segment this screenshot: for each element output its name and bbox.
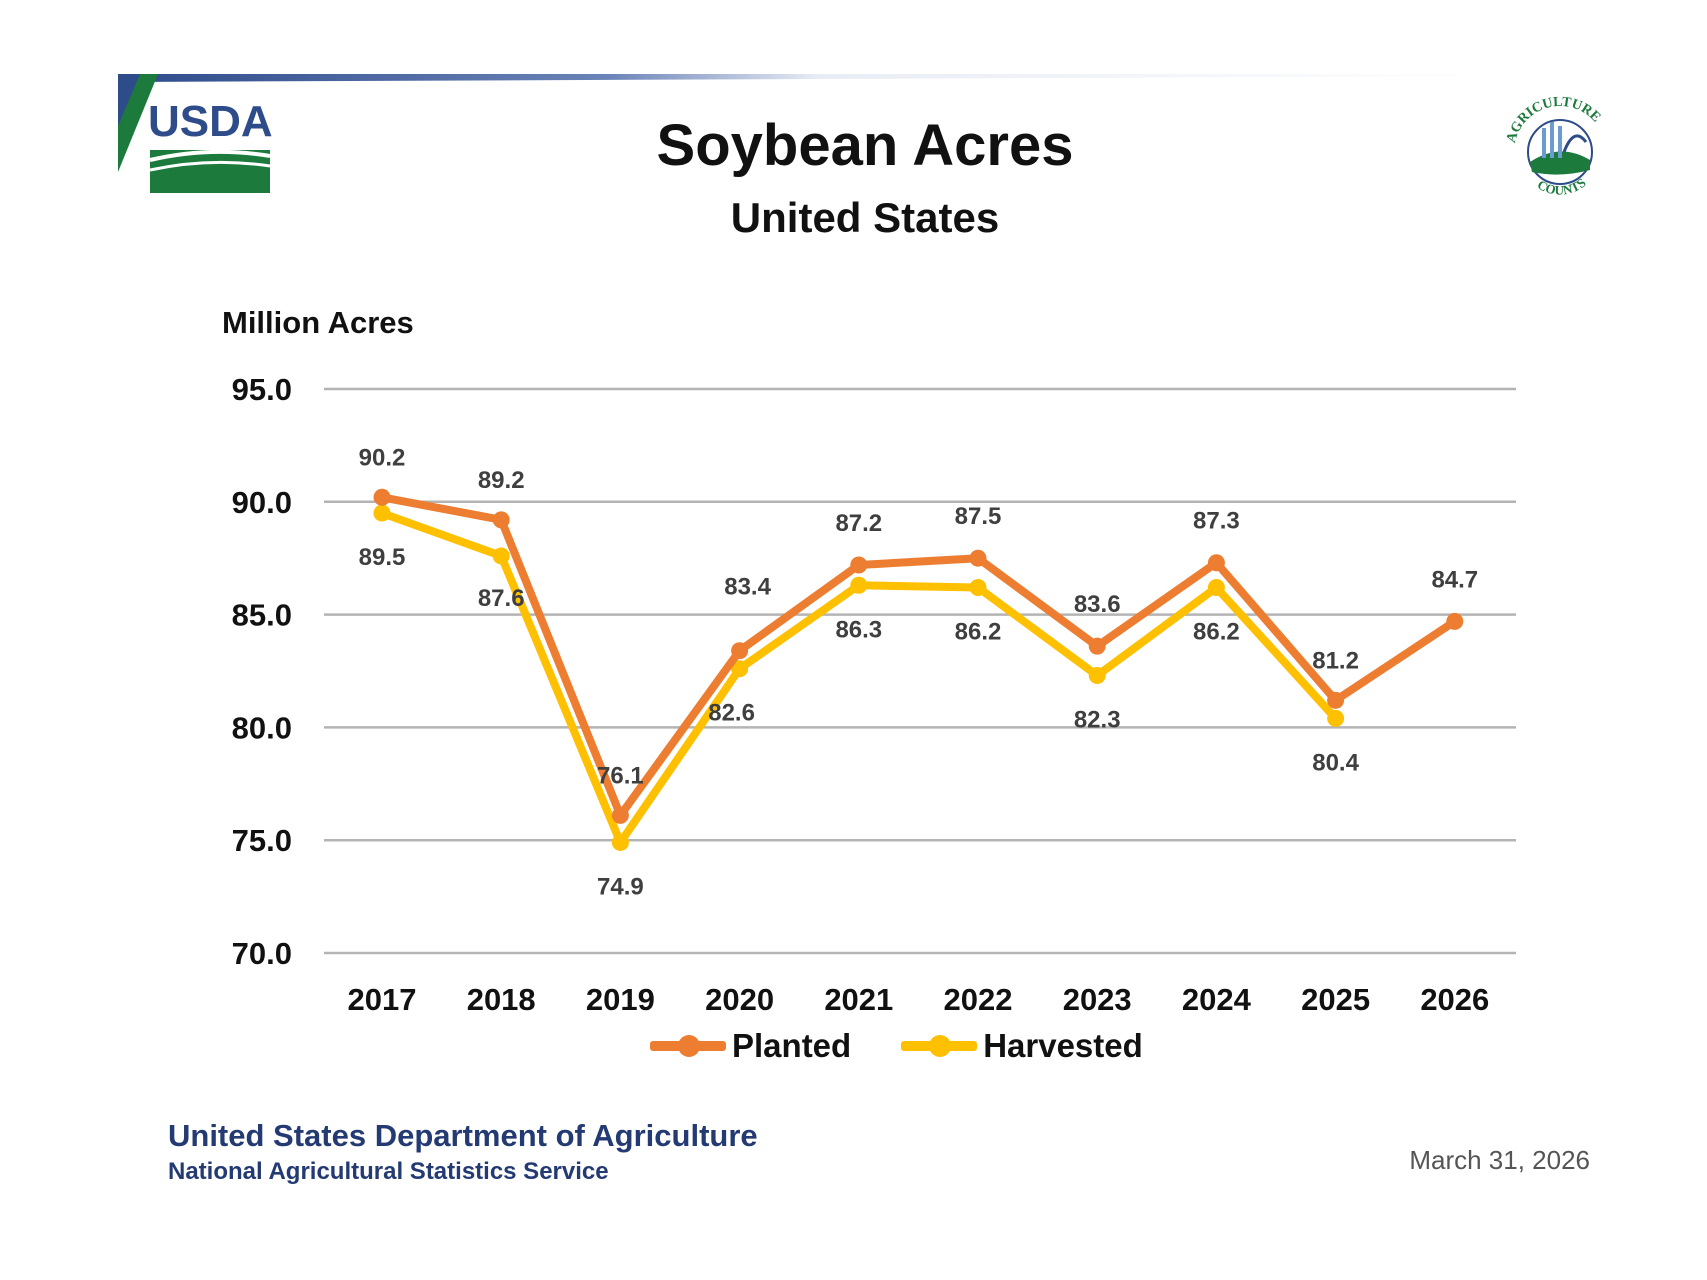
data-point-planted xyxy=(611,806,629,824)
legend-swatch-harvested xyxy=(901,1035,978,1057)
x-tick-label: 2017 xyxy=(348,982,417,1017)
x-tick-label: 2025 xyxy=(1301,982,1370,1017)
svg-text:COUNTS: COUNTS xyxy=(1535,175,1589,198)
data-label-harvested: 86.2 xyxy=(955,619,1002,646)
data-point-planted xyxy=(969,549,987,567)
x-tick-label: 2022 xyxy=(944,982,1013,1017)
data-label-planted: 81.2 xyxy=(1312,647,1359,674)
chart-legend: Planted Harvested xyxy=(650,1024,1193,1068)
data-point-planted xyxy=(1446,612,1464,630)
y-tick-label: 80.0 xyxy=(232,710,292,745)
header-band xyxy=(118,74,1518,82)
data-point-planted xyxy=(492,511,510,529)
x-tick-label: 2026 xyxy=(1420,982,1489,1017)
data-point-harvested xyxy=(373,504,391,522)
legend-label-harvested: Harvested xyxy=(983,1027,1143,1064)
x-tick-label: 2019 xyxy=(586,982,655,1017)
agriculture-counts-logo: AGRICULTURE COUNTS xyxy=(1504,95,1603,198)
data-label-planted: 84.7 xyxy=(1431,566,1478,593)
data-point-planted xyxy=(1327,691,1345,709)
data-label-harvested: 86.2 xyxy=(1193,619,1240,646)
y-tick-label: 90.0 xyxy=(232,485,292,520)
data-point-harvested xyxy=(731,660,749,678)
data-label-harvested: 80.4 xyxy=(1312,749,1359,776)
data-label-planted: 89.2 xyxy=(478,467,525,494)
data-label-planted: 87.5 xyxy=(955,503,1002,530)
data-label-planted: 76.1 xyxy=(597,762,644,789)
data-label-harvested: 82.3 xyxy=(1074,707,1121,734)
x-tick-label: 2020 xyxy=(705,982,774,1017)
data-label-planted: 83.6 xyxy=(1074,591,1121,618)
x-tick-label: 2024 xyxy=(1182,982,1252,1017)
data-point-harvested xyxy=(492,547,510,565)
x-tick-label: 2023 xyxy=(1063,982,1132,1017)
data-label-harvested: 87.6 xyxy=(478,585,525,612)
footer-department: United States Department of Agriculture xyxy=(168,1118,758,1153)
data-point-harvested xyxy=(1207,579,1225,597)
chart-subtitle: United States xyxy=(730,194,1000,241)
data-point-harvested xyxy=(1327,709,1345,727)
legend-entry-planted: Planted xyxy=(650,1027,851,1065)
data-label-planted: 83.4 xyxy=(724,574,771,601)
x-tick-label: 2021 xyxy=(824,982,893,1017)
legend-label-planted: Planted xyxy=(732,1027,852,1064)
data-point-planted xyxy=(1207,554,1225,572)
data-point-harvested xyxy=(611,833,629,851)
y-tick-label: 75.0 xyxy=(232,823,292,858)
data-label-planted: 87.3 xyxy=(1193,508,1240,535)
data-point-harvested xyxy=(969,579,987,597)
data-label-harvested: 89.5 xyxy=(359,544,406,571)
series-line-planted xyxy=(378,493,1459,820)
data-point-planted xyxy=(373,488,391,506)
data-point-planted xyxy=(1088,637,1106,655)
usda-logo: USDA xyxy=(118,74,273,193)
legend-swatch-planted xyxy=(650,1035,726,1057)
footer-date: March 31, 2026 xyxy=(1409,1145,1590,1175)
data-label-harvested: 82.6 xyxy=(708,700,755,727)
data-label-planted: 90.2 xyxy=(359,444,406,471)
chart-title: Soybean Acres xyxy=(656,113,1074,178)
data-point-planted xyxy=(731,642,749,660)
y-tick-label: 70.0 xyxy=(232,936,292,971)
x-tick-label: 2018 xyxy=(467,982,536,1017)
usda-logo-text: USDA xyxy=(148,97,273,146)
data-label-harvested: 86.3 xyxy=(835,616,882,643)
y-tick-label: 85.0 xyxy=(232,598,292,633)
data-point-planted xyxy=(850,556,868,574)
y-axis-title: Million Acres xyxy=(222,305,414,340)
data-label-harvested: 74.9 xyxy=(597,873,644,900)
data-point-harvested xyxy=(850,576,868,594)
y-tick-label: 95.0 xyxy=(232,372,292,407)
legend-entry-harvested: Harvested xyxy=(901,1027,1143,1065)
footer-service: National Agricultural Statistics Service xyxy=(168,1158,609,1185)
data-point-harvested xyxy=(1088,667,1106,685)
data-label-planted: 87.2 xyxy=(835,510,882,537)
